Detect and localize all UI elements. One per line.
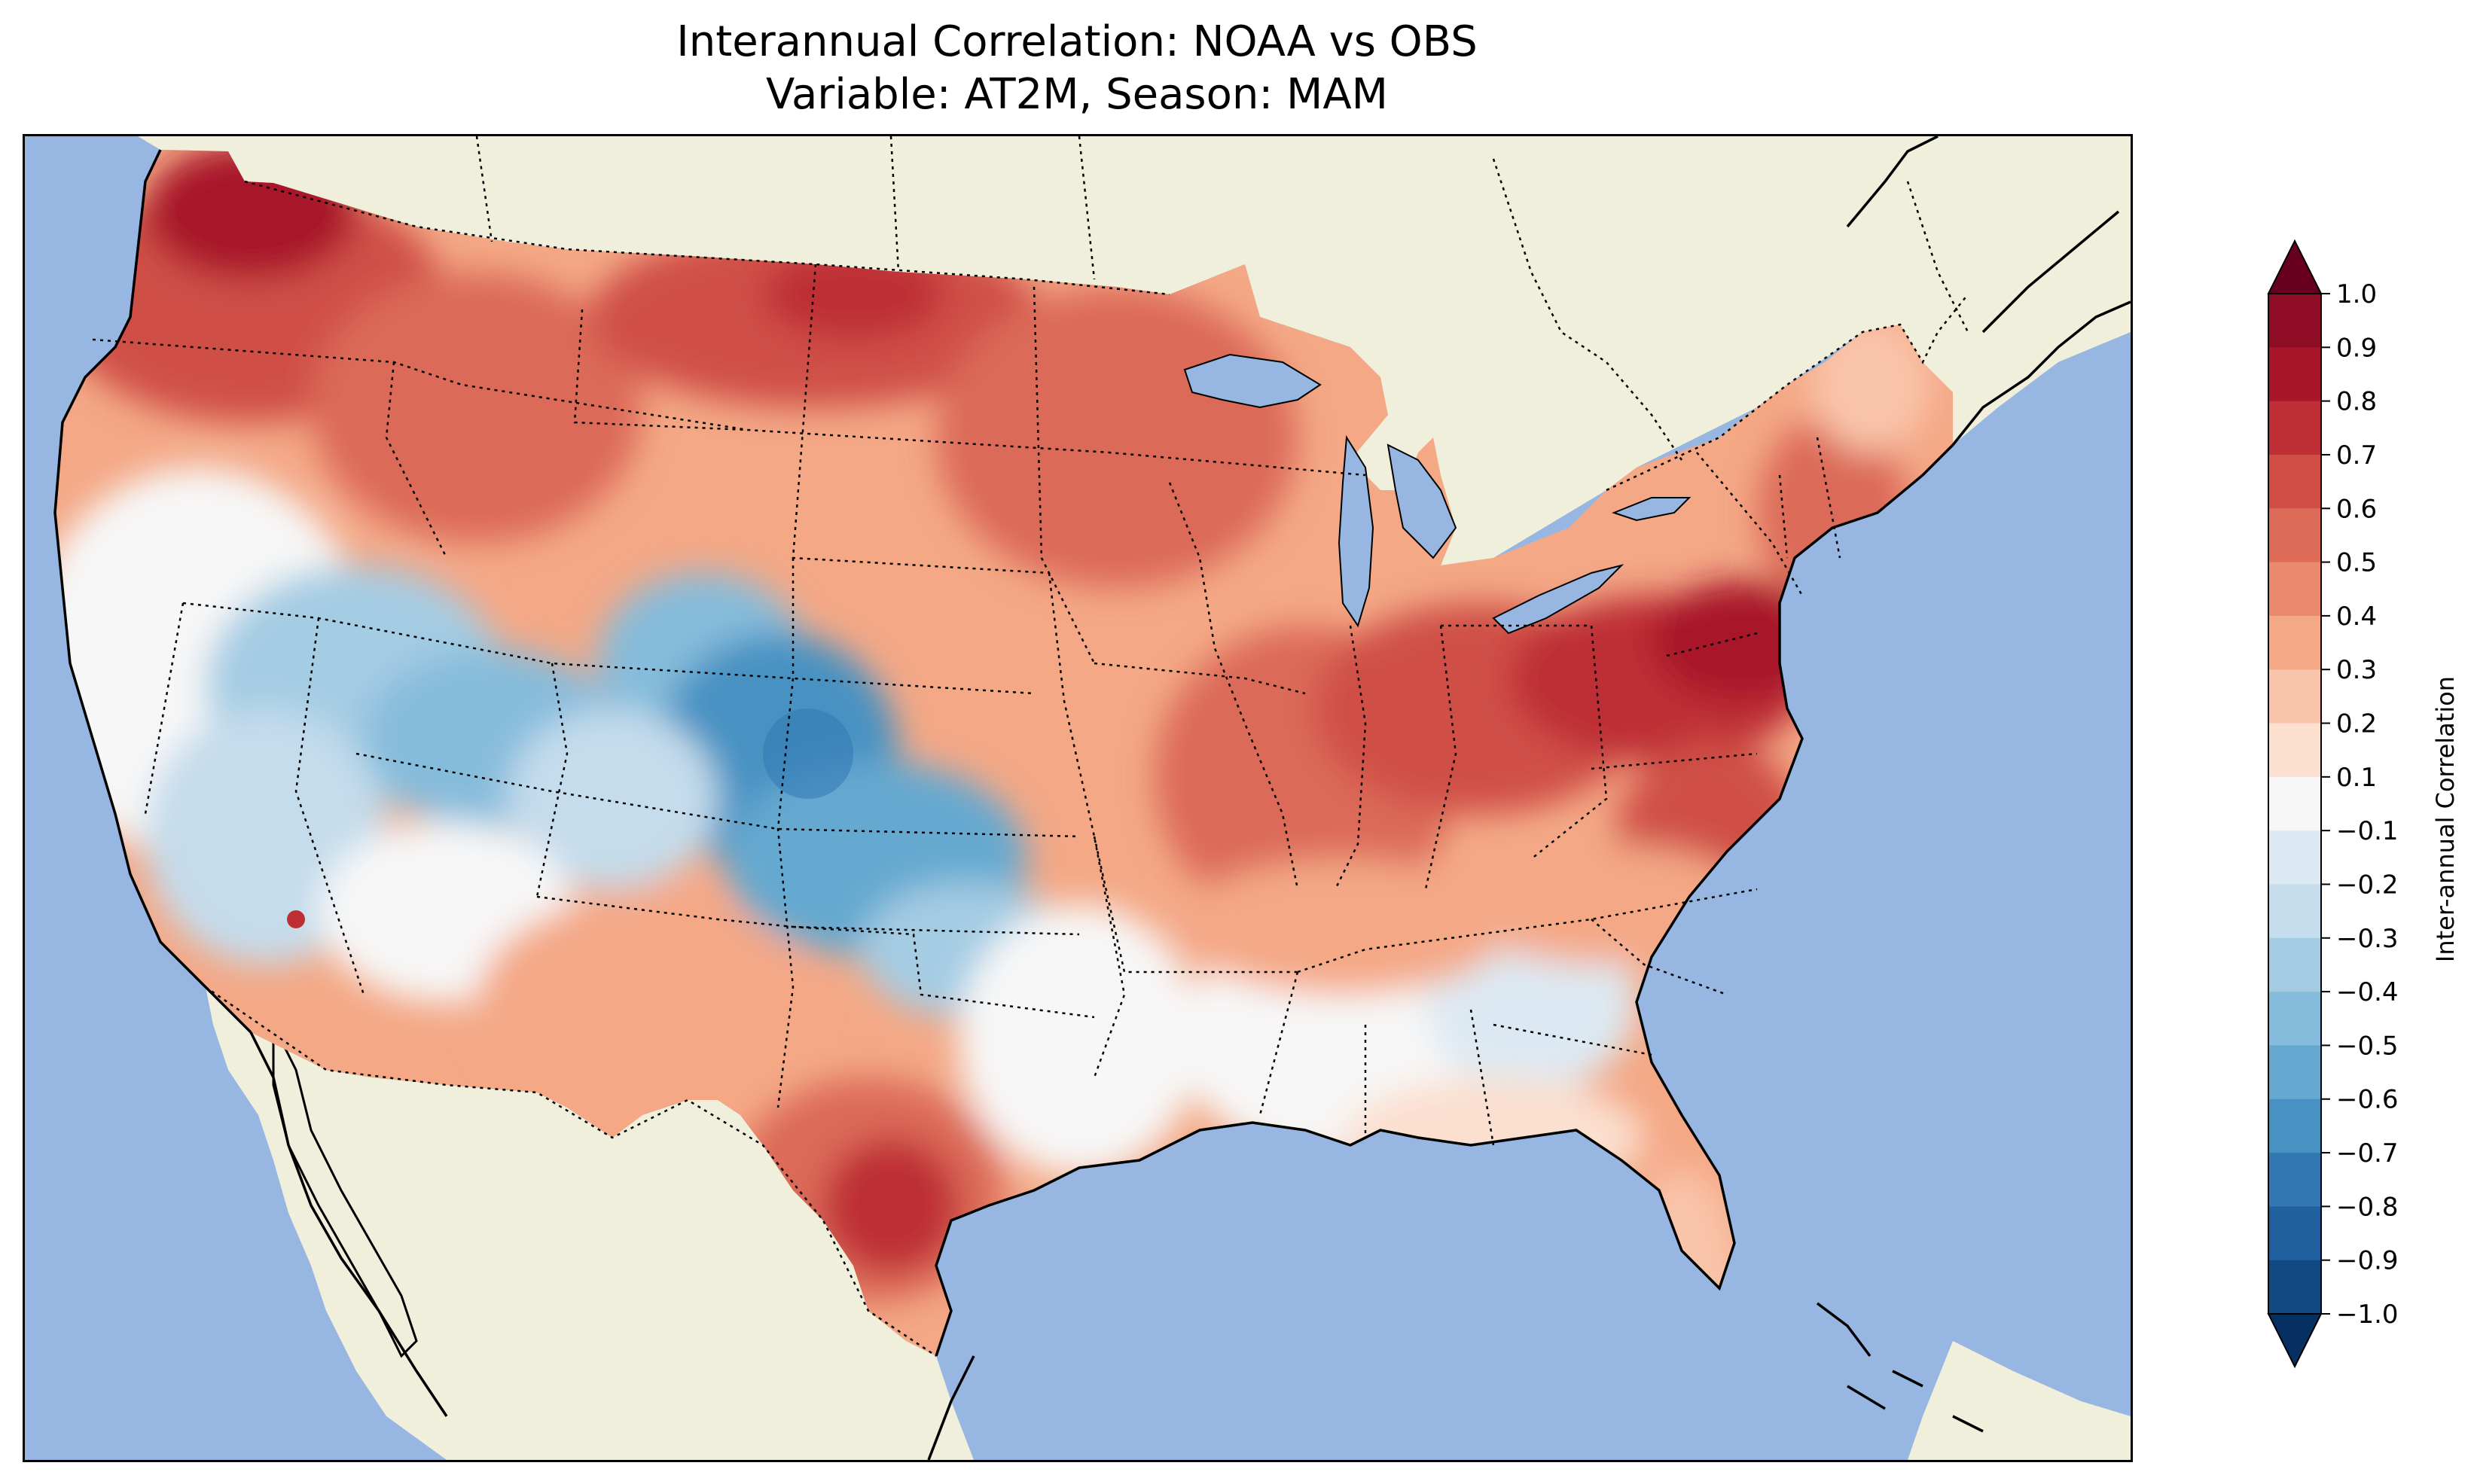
colorbar-tick-label: −0.9 (2336, 1246, 2399, 1276)
colorbar-tick-label: 0.3 (2336, 655, 2377, 685)
canada-land-main (138, 136, 2131, 565)
colorbar-tick-label: −0.7 (2336, 1138, 2399, 1169)
colorbar-bin (2268, 401, 2321, 456)
colorbar-bin (2268, 723, 2321, 778)
colorbar-bin (2268, 294, 2321, 348)
map-panel (23, 134, 2133, 1462)
colorbar-bin (2268, 776, 2321, 831)
colorbar-tick-label: −1.0 (2336, 1300, 2399, 1330)
colorbar-tick-label: 0.9 (2336, 333, 2377, 363)
colorbar-bin (2268, 830, 2321, 885)
correlation-map (25, 136, 2131, 1460)
colorbar-bin (2268, 615, 2321, 670)
colorbar-bin (2268, 884, 2321, 939)
colorbar-ticks: 1.0 0.9 0.8 0.7 0.6 0.5 0.4 0.3 0.2 0.1 −0.1 −0.2 −0… (2321, 279, 2399, 1330)
colorbar-tick-label: −0.3 (2336, 924, 2399, 954)
central-america-land (1908, 1341, 2131, 1460)
colorbar-tick-label: 0.6 (2336, 494, 2377, 524)
colorbar-bin (2268, 508, 2321, 563)
title-line-1: Interannual Correlation: NOAA vs OBS (676, 17, 1478, 66)
state-boundaries (92, 264, 1841, 1146)
lake-michigan (1338, 434, 1374, 628)
colorbar-bin (2268, 937, 2321, 992)
colorbar-tick-label: −0.8 (2336, 1192, 2399, 1222)
country-borders (205, 136, 1969, 1358)
colorbar-outline (2268, 293, 2322, 1315)
colorbar-tick-label: 0.2 (2336, 709, 2377, 739)
coastlines (53, 136, 2131, 1460)
colorbar-tick-label: 0.4 (2336, 602, 2377, 632)
colorbar-bin (2268, 1045, 2321, 1100)
colorbar-bin (2268, 669, 2321, 724)
colorbar-tick-label: 0.8 (2336, 387, 2377, 417)
colorbar-swatches (2267, 239, 2323, 1369)
colorbar-extend-min (2267, 1313, 2323, 1369)
colorbar-bin (2268, 562, 2321, 617)
colorbar-bin (2268, 347, 2321, 402)
colorbar-extend-max (2267, 239, 2323, 294)
great-lakes (1183, 353, 1692, 635)
colorbar-label: Inter-annual Correlation (2431, 676, 2460, 962)
colorbar-bin (2268, 454, 2321, 509)
lake-erie (1492, 564, 1624, 635)
colorbar-bin (2268, 1206, 2321, 1261)
colorbar-tick-label: −0.4 (2336, 977, 2399, 1007)
colorbar-tick-label: −0.1 (2336, 816, 2399, 846)
colorbar-tick-label: −0.2 (2336, 870, 2399, 900)
colorbar-bin (2268, 992, 2321, 1046)
lake-huron (1386, 443, 1457, 559)
colorbar-bin (2268, 1153, 2321, 1207)
title-line-2: Variable: AT2M, Season: MAM (766, 70, 1388, 119)
colorbar-tick-label: 0.7 (2336, 440, 2377, 471)
colorbar-tick-label: 0.1 (2336, 763, 2377, 793)
colorbar-tick-label: −0.5 (2336, 1031, 2399, 1061)
colorbar-tick-label: 0.5 (2336, 548, 2377, 578)
colorbar-bin (2268, 1260, 2321, 1315)
colorbar-tick-label: 1.0 (2336, 279, 2377, 309)
colorbar-tick-label: −0.6 (2336, 1085, 2399, 1115)
lake-ontario (1612, 497, 1692, 522)
lake-superior (1183, 353, 1322, 409)
colorbar-bin (2268, 1099, 2321, 1153)
